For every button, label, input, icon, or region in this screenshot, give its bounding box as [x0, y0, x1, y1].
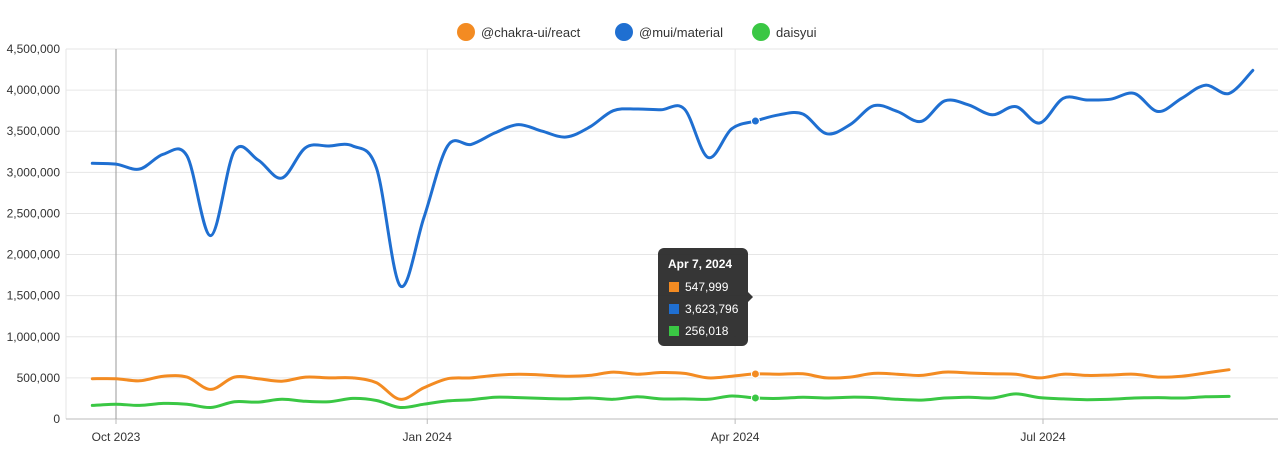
hover-point-chakra-ui-react	[750, 369, 760, 379]
tooltip-value: 3,623,796	[685, 302, 739, 316]
y-tick-label: 2,500,000	[7, 206, 61, 220]
y-tick-label: 1,000,000	[7, 330, 61, 344]
legend-label: @chakra-ui/react	[481, 25, 581, 40]
tooltip: Apr 7, 2024 547,999 3,623,796 256,018	[658, 248, 753, 346]
y-tick-label: 4,500,000	[7, 42, 61, 56]
tooltip-swatch	[669, 326, 679, 336]
x-tick-label: Jul 2024	[1020, 430, 1066, 444]
tooltip-box	[658, 248, 748, 346]
legend-item-daisyui[interactable]: daisyui	[752, 23, 817, 41]
tooltip-swatch	[669, 282, 679, 292]
legend-swatch	[457, 23, 475, 41]
y-tick-label: 4,000,000	[7, 83, 61, 97]
series-line-chakra-ui-react	[90, 368, 1231, 401]
tooltip-caret	[748, 292, 753, 302]
y-tick-label: 2,000,000	[7, 248, 61, 262]
y-tick-label: 0	[53, 412, 60, 426]
legend-swatch	[615, 23, 633, 41]
y-tick-label: 3,000,000	[7, 165, 61, 179]
legend-swatch	[752, 23, 770, 41]
series-line-mui-material	[90, 68, 1255, 289]
y-tick-label: 1,500,000	[7, 289, 61, 303]
tooltip-swatch	[669, 304, 679, 314]
hover-markers	[750, 116, 760, 403]
x-tick-label: Oct 2023	[92, 430, 141, 444]
tooltip-value: 256,018	[685, 324, 729, 338]
series-line-daisyui	[90, 392, 1231, 410]
x-axis: Oct 2023 Jan 2024 Apr 2024 Jul 2024	[66, 418, 1278, 444]
series-lines	[90, 68, 1255, 410]
legend-item-chakra-ui-react[interactable]: @chakra-ui/react	[457, 23, 581, 41]
tooltip-value: 547,999	[685, 280, 729, 294]
hover-point-daisyui	[750, 393, 760, 403]
x-tick-label: Jan 2024	[403, 430, 453, 444]
hover-point-mui-material	[750, 116, 760, 126]
legend-label: daisyui	[776, 25, 817, 40]
tooltip-title: Apr 7, 2024	[668, 257, 732, 271]
y-axis: 0 500,000 1,000,000 1,500,000 2,000,000 2,500…	[7, 42, 67, 426]
y-tick-label: 3,500,000	[7, 124, 61, 138]
legend-label: @mui/material	[639, 25, 723, 40]
x-tick-label: Apr 2024	[711, 430, 760, 444]
legend-item-mui-material[interactable]: @mui/material	[615, 23, 723, 41]
y-tick-label: 500,000	[17, 371, 61, 385]
grid	[66, 48, 1278, 420]
legend[interactable]: @chakra-ui/react @mui/material daisyui	[457, 23, 817, 41]
